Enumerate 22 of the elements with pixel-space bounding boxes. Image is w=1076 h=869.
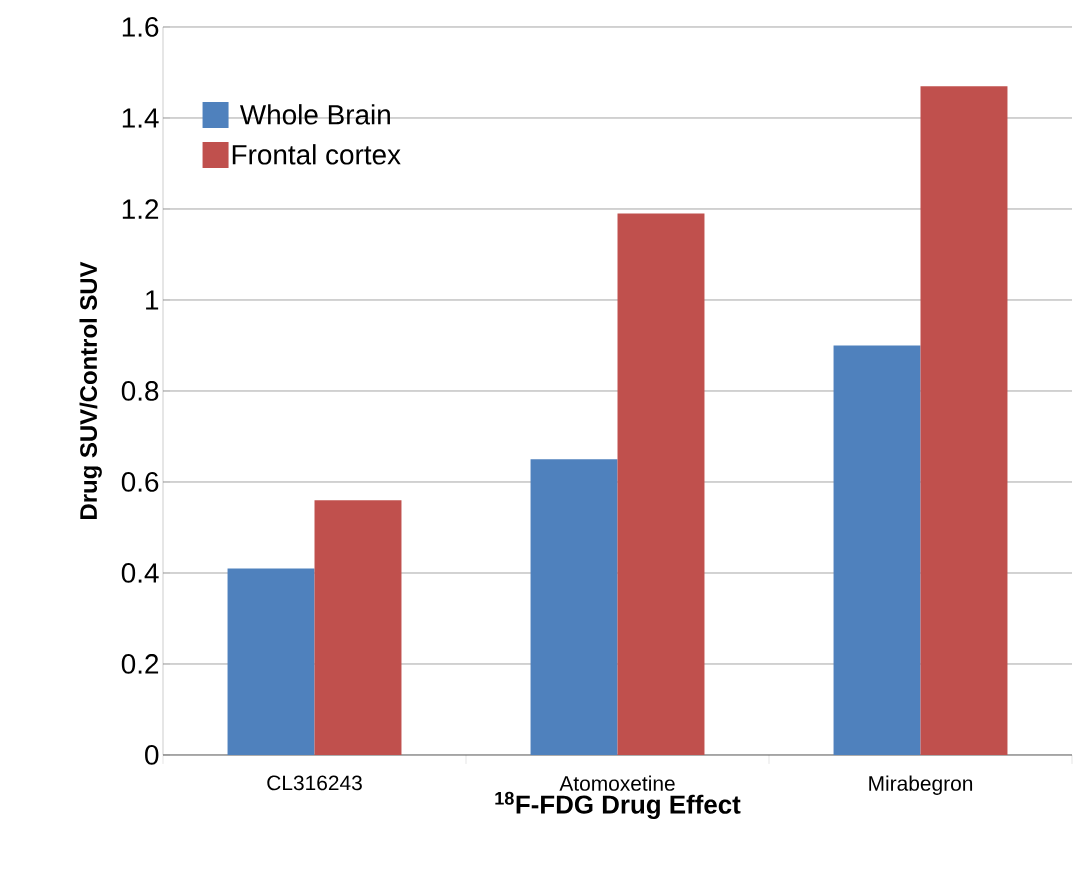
y-tick-label: 1.2	[122, 199, 159, 219]
y-tick-label: 0.4	[121, 563, 159, 583]
bar	[833, 345, 921, 755]
y-tick-label: 1.6	[122, 17, 159, 37]
legend-label: Whole Brain	[239, 104, 390, 125]
bar	[227, 568, 315, 755]
y-tick-label: 0.6	[121, 472, 159, 492]
y-axis-title: Drug SUV/Control SUV	[79, 261, 102, 519]
x-axis-title: $^{18}$F-FDG Drug Effect	[495, 791, 741, 819]
y-tick-label: 0	[145, 745, 159, 765]
legend-label: Frontal cortex	[232, 144, 401, 165]
bar	[920, 86, 1008, 755]
y-tick-label: 1.4	[122, 108, 159, 128]
x-tick-label: Atomoxetine	[559, 775, 675, 791]
x-tick-label: Mirabegron	[869, 775, 973, 796]
bar	[617, 213, 705, 755]
bar	[314, 500, 402, 755]
x-tick-label: CL316243	[267, 775, 362, 791]
y-tick-label: 1	[146, 290, 159, 310]
y-tick-label: 0.2	[121, 654, 159, 674]
bar	[530, 459, 618, 755]
y-tick-label: 0.8	[121, 381, 159, 401]
